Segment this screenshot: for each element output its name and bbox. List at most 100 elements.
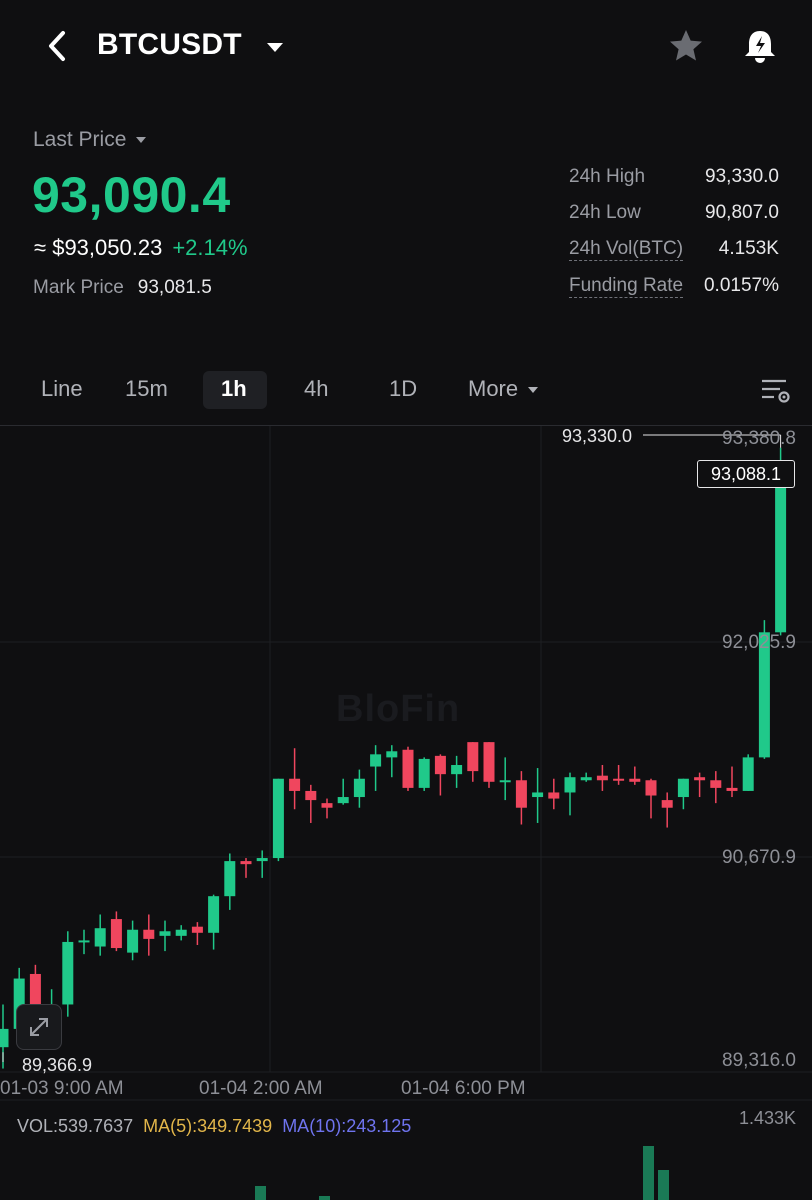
candle-body bbox=[159, 931, 171, 936]
stat-24h-low-value: 90,807.0 bbox=[705, 202, 779, 223]
approx-usd-row: ≈ $93,050.23 +2.14% bbox=[34, 235, 248, 261]
candle-body bbox=[305, 790, 317, 801]
volume-bar bbox=[643, 1146, 654, 1200]
y-axis-label: 93,380.8 bbox=[722, 428, 796, 449]
tab-line[interactable]: Line bbox=[41, 376, 83, 401]
divider bbox=[0, 425, 812, 426]
candle-body bbox=[726, 787, 738, 791]
change-percent: +2.14% bbox=[172, 235, 248, 260]
candle-body bbox=[564, 777, 576, 793]
volume-indicator-row: VOL:539.7637 MA(5):349.7439 MA(10):243.125 bbox=[17, 1116, 411, 1137]
star-icon[interactable] bbox=[666, 26, 706, 66]
x-axis-label: 01-04 2:00 AM bbox=[199, 1078, 323, 1099]
last-price-value: 93,090.4 bbox=[32, 167, 231, 223]
candle-body bbox=[532, 792, 544, 798]
mark-price-value: 93,081.5 bbox=[137, 277, 212, 298]
tab-15m[interactable]: 15m bbox=[125, 376, 168, 401]
stat-funding-rate-label[interactable]: Funding Rate bbox=[569, 275, 684, 298]
top-bar: BTCUSDT bbox=[0, 0, 812, 95]
y-axis-label: 92,025.9 bbox=[722, 632, 796, 653]
chart-settings-icon[interactable] bbox=[760, 376, 792, 406]
approx-usd-value: $93,050.23 bbox=[52, 235, 163, 260]
last-price-label: Last Price bbox=[33, 128, 127, 151]
candle-body bbox=[758, 632, 770, 758]
candle-body bbox=[661, 800, 673, 808]
candle-body bbox=[191, 926, 203, 933]
bell-alert-icon[interactable] bbox=[740, 26, 780, 66]
candlestick-chart[interactable] bbox=[0, 426, 812, 1200]
volume-bar bbox=[319, 1196, 330, 1200]
candle-body bbox=[62, 941, 74, 1005]
candle-body bbox=[272, 778, 284, 859]
candle-body bbox=[337, 797, 349, 804]
caret-down-icon[interactable] bbox=[262, 34, 288, 60]
caret-down-icon bbox=[528, 387, 539, 394]
candle-body bbox=[13, 978, 25, 1029]
low-price-marker: 89,366.9 bbox=[22, 1055, 93, 1075]
x-axis-label: 01-03 9:00 AM bbox=[0, 1078, 124, 1099]
symbol-title[interactable]: BTCUSDT bbox=[97, 28, 242, 61]
mark-price-label: Mark Price bbox=[33, 277, 124, 298]
candle-body bbox=[451, 765, 463, 775]
candle-body bbox=[613, 778, 625, 781]
x-axis-label: 01-04 6:00 PM bbox=[401, 1078, 526, 1099]
ma5-value: MA(5):349.7439 bbox=[143, 1116, 273, 1136]
volume-bar bbox=[658, 1170, 669, 1200]
high-price-marker: 93,330.0 bbox=[562, 426, 633, 446]
stat-24h-low-label: 24h Low bbox=[569, 202, 641, 223]
candle-body bbox=[256, 858, 268, 862]
stat-24h-vol-value: 4.153K bbox=[718, 238, 779, 259]
candle-body bbox=[694, 777, 706, 781]
volume-value: VOL:539.7637 bbox=[17, 1116, 134, 1136]
candle-body bbox=[94, 928, 106, 947]
candle-body bbox=[78, 940, 90, 943]
candle-body bbox=[596, 775, 608, 781]
candle-body bbox=[742, 757, 754, 791]
stat-24h-high-value: 93,330.0 bbox=[705, 166, 779, 187]
candle-body bbox=[645, 780, 657, 796]
candle-body bbox=[0, 1028, 9, 1048]
tab-1h[interactable]: 1h bbox=[221, 376, 247, 401]
chevron-left-icon[interactable] bbox=[38, 26, 78, 66]
candle-body bbox=[402, 749, 414, 788]
candle-body bbox=[710, 780, 722, 788]
candle-body bbox=[29, 973, 41, 1023]
candle-body bbox=[224, 861, 236, 897]
candle-body bbox=[434, 755, 446, 775]
candle-body bbox=[677, 778, 689, 798]
candle-body bbox=[775, 484, 787, 633]
candle-body bbox=[127, 929, 139, 953]
stat-funding-rate-value: 0.0157% bbox=[703, 275, 779, 296]
candle-body bbox=[467, 742, 479, 772]
tab-4h[interactable]: 4h bbox=[304, 376, 329, 401]
candle-body bbox=[386, 751, 398, 758]
candle-body bbox=[370, 754, 382, 767]
caret-down-icon bbox=[136, 137, 147, 144]
candle-body bbox=[321, 803, 333, 808]
candle-body bbox=[208, 896, 220, 933]
tab-more[interactable]: More bbox=[468, 376, 539, 402]
stat-24h-vol-label[interactable]: 24h Vol(BTC) bbox=[569, 238, 684, 261]
candle-body bbox=[499, 780, 511, 783]
candle-body bbox=[289, 778, 301, 791]
tab-1d[interactable]: 1D bbox=[389, 376, 418, 401]
expand-icon[interactable] bbox=[16, 1004, 62, 1050]
volume-bar bbox=[255, 1186, 266, 1200]
current-price-tag: 93,088.1 bbox=[697, 460, 795, 488]
stat-24h-high-label: 24h High bbox=[569, 166, 646, 187]
candle-body bbox=[515, 780, 527, 808]
tab-more-label: More bbox=[468, 376, 519, 401]
candle-body bbox=[143, 929, 155, 939]
candle-body bbox=[483, 742, 495, 782]
candle-body bbox=[353, 778, 365, 798]
tab-1h-highlight[interactable] bbox=[203, 371, 267, 409]
candle-body bbox=[629, 778, 641, 782]
candle-body bbox=[418, 758, 430, 788]
candle-body bbox=[548, 792, 560, 799]
y-axis-label: 89,316.0 bbox=[722, 1050, 796, 1071]
mark-price-row: Mark Price 93,081.5 bbox=[33, 277, 212, 299]
candle-body bbox=[175, 929, 187, 936]
brand-watermark: BloFin bbox=[336, 688, 461, 730]
last-price-selector[interactable]: Last Price bbox=[33, 128, 147, 152]
candle-body bbox=[580, 777, 592, 781]
